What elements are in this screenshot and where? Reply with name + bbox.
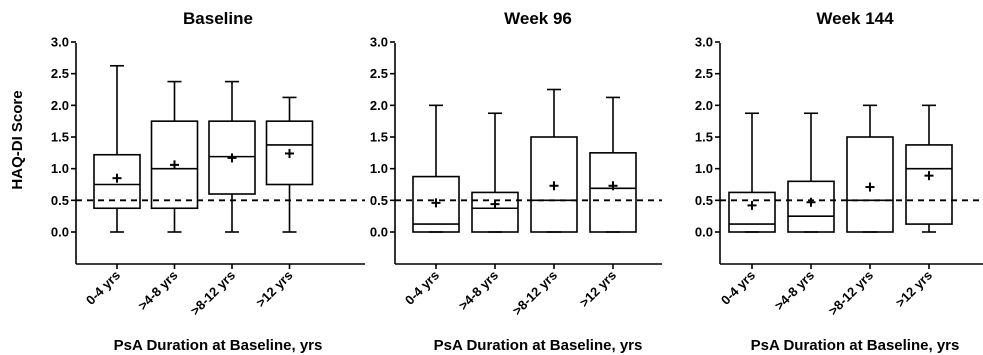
iqr-box bbox=[728, 191, 776, 233]
x-tick-label: >12 yrs bbox=[577, 268, 620, 311]
x-tick-label: >12 yrs bbox=[893, 268, 936, 311]
y-tick-label: 0.5 bbox=[370, 193, 388, 208]
iqr-box bbox=[589, 152, 637, 233]
y-tick-label: 3.0 bbox=[370, 35, 388, 50]
y-tick-label: 1.0 bbox=[695, 161, 713, 176]
y-axis-label: HAQ-DI Score bbox=[9, 90, 26, 189]
box-1 bbox=[728, 112, 776, 233]
y-tick-label: 1.5 bbox=[695, 130, 713, 145]
y-tick-label: 1.5 bbox=[370, 130, 388, 145]
panel-title: Week 144 bbox=[816, 9, 894, 28]
iqr-box bbox=[471, 191, 519, 233]
y-tick-label: 0.0 bbox=[370, 225, 388, 240]
iqr-box bbox=[412, 175, 460, 233]
box-3 bbox=[208, 80, 256, 233]
x-tick-label: 0-4 yrs bbox=[718, 268, 758, 308]
panel-2: Week 96 0.0 0.5 1.0 1.5 2.0 2.5 3.0 0-4 yrs >4-8 … bbox=[370, 9, 662, 354]
y-tick-label: 0.5 bbox=[695, 193, 713, 208]
x-tick-label: >8-12 yrs bbox=[509, 268, 560, 319]
iqr-box bbox=[787, 180, 835, 233]
x-tick-label: 0-4 yrs bbox=[83, 268, 123, 308]
x-tick-label: >12 yrs bbox=[253, 268, 296, 311]
iqr-box bbox=[530, 136, 578, 233]
y-tick-label: 2.5 bbox=[695, 66, 713, 81]
iqr-box bbox=[846, 136, 894, 233]
iqr-box bbox=[93, 153, 141, 210]
box-3 bbox=[846, 104, 894, 233]
y-tick-label: 1.0 bbox=[51, 161, 69, 176]
iqr-box bbox=[905, 144, 953, 225]
y-tick-label: 1.0 bbox=[370, 161, 388, 176]
y-tick-label: 0.5 bbox=[51, 193, 69, 208]
box-4 bbox=[265, 96, 314, 233]
y-tick-label: 2.5 bbox=[370, 66, 388, 81]
x-tick-label: >4-8 yrs bbox=[135, 268, 181, 314]
box-2 bbox=[471, 112, 519, 233]
y-tick-label: 2.0 bbox=[51, 98, 69, 113]
x-tick-label: >4-8 yrs bbox=[772, 268, 818, 314]
panel-1: Baseline 0.0 0.5 1.0 1.5 2.0 2.5 3.0 0-4 yrs >4-8… bbox=[9, 9, 365, 354]
box-3 bbox=[530, 88, 578, 233]
x-tick-label: >8-12 yrs bbox=[187, 268, 238, 319]
x-tick-label: >4-8 yrs bbox=[456, 268, 502, 314]
box-4 bbox=[905, 104, 953, 233]
box-1 bbox=[412, 104, 460, 233]
y-tick-label: 2.0 bbox=[370, 98, 388, 113]
x-axis-label: PsA Duration at Baseline, yrs bbox=[114, 337, 323, 354]
iqr-box bbox=[265, 120, 314, 186]
box-2 bbox=[150, 80, 199, 233]
y-tick-label: 3.0 bbox=[51, 35, 69, 50]
box-4 bbox=[589, 96, 637, 233]
y-tick-label: 1.5 bbox=[51, 130, 69, 145]
iqr-box bbox=[208, 120, 256, 195]
panel-title: Week 96 bbox=[504, 9, 572, 28]
y-tick-label: 0.0 bbox=[695, 225, 713, 240]
box-1 bbox=[93, 64, 141, 233]
x-tick-label: >8-12 yrs bbox=[825, 268, 876, 319]
iqr-box bbox=[150, 120, 199, 210]
y-tick-label: 0.0 bbox=[51, 225, 69, 240]
x-axis-label: PsA Duration at Baseline, yrs bbox=[434, 337, 643, 354]
panel-title: Baseline bbox=[183, 9, 253, 28]
y-tick-label: 2.5 bbox=[51, 66, 69, 81]
box-2 bbox=[787, 112, 835, 233]
x-tick-label: 0-4 yrs bbox=[402, 268, 442, 308]
y-tick-label: 2.0 bbox=[695, 98, 713, 113]
x-axis-label: PsA Duration at Baseline, yrs bbox=[751, 337, 960, 354]
panel-3: Week 144 0.0 0.5 1.0 1.5 2.0 2.5 3.0 0-4 yrs >4-8… bbox=[695, 9, 983, 354]
y-tick-label: 3.0 bbox=[695, 35, 713, 50]
